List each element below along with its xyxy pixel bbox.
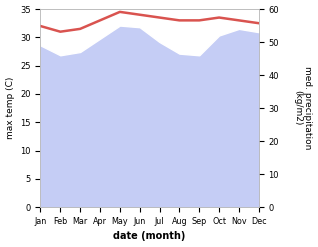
Y-axis label: max temp (C): max temp (C): [5, 77, 15, 139]
X-axis label: date (month): date (month): [114, 231, 186, 242]
Y-axis label: med. precipitation
(kg/m2): med. precipitation (kg/m2): [293, 66, 313, 150]
